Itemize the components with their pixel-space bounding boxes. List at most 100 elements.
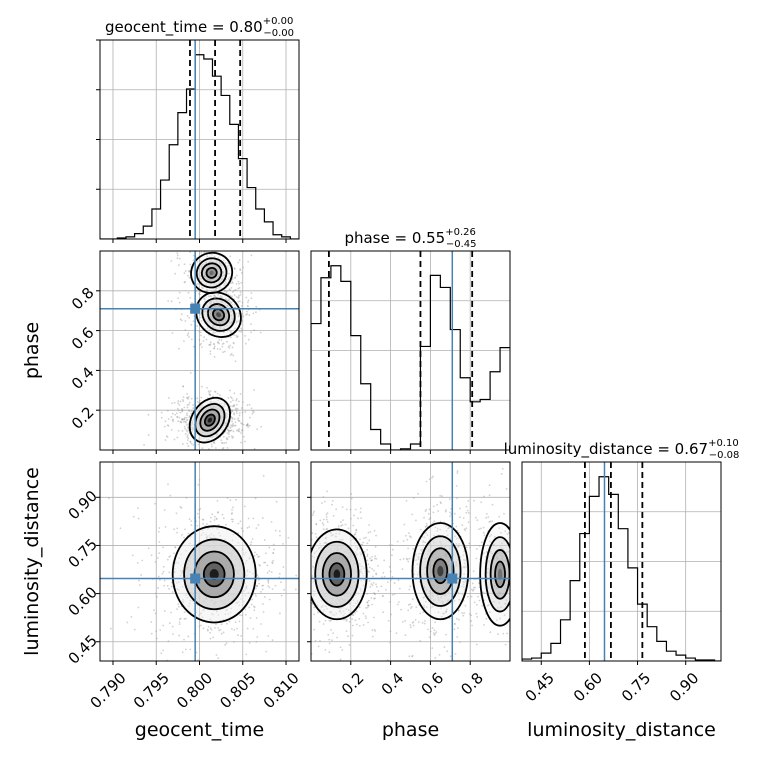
sample-point [511, 556, 513, 558]
sample-point [237, 312, 240, 315]
sample-point [295, 551, 297, 553]
sample-point [515, 612, 517, 614]
sample-point [506, 533, 509, 535]
sample-point [187, 445, 190, 447]
sample-point [187, 437, 190, 440]
sample-point [231, 418, 234, 420]
sample-point [232, 342, 235, 345]
sample-point [482, 531, 485, 534]
sample-point [189, 296, 192, 299]
sample-point [349, 508, 352, 511]
sample-point [362, 624, 365, 626]
sample-point [373, 529, 376, 532]
sample-point [240, 329, 243, 332]
sample-point [107, 497, 110, 500]
sample-point [524, 581, 526, 583]
sample-point [448, 498, 451, 500]
sample-point [228, 620, 231, 623]
sample-point [443, 546, 446, 549]
sample-point [170, 611, 172, 614]
sample-point [274, 584, 277, 587]
sample-point [166, 558, 169, 561]
sample-point [471, 589, 474, 592]
sample-point [250, 407, 253, 410]
sample-point [525, 596, 527, 598]
sample-point [472, 570, 475, 573]
sample-point [219, 394, 221, 397]
sample-point [374, 630, 377, 632]
sample-point [253, 609, 256, 612]
sample-point [216, 347, 219, 350]
sample-point [515, 575, 517, 577]
sample-point [231, 282, 234, 284]
sample-point [178, 623, 181, 626]
sample-point [186, 418, 189, 421]
sample-point [209, 312, 212, 315]
sample-point [244, 342, 247, 345]
sample-point [366, 606, 369, 609]
sample-point [205, 262, 208, 265]
sample-point [416, 573, 419, 576]
sample-point [237, 296, 240, 299]
sample-point [215, 321, 217, 324]
sample-point [231, 512, 233, 514]
sample-point [421, 621, 424, 624]
sample-point [229, 294, 232, 297]
sample-point [242, 266, 245, 269]
sample-point [184, 427, 186, 430]
axis-label-y-luminosity_distance: luminosity_distance [21, 467, 43, 656]
sample-point [184, 270, 187, 272]
sample-point [226, 432, 229, 435]
sample-point [444, 510, 447, 513]
sample-point [232, 399, 234, 402]
sample-point [400, 608, 402, 611]
sample-point [189, 440, 192, 443]
sample-point [246, 423, 249, 426]
sample-point [303, 572, 305, 574]
sample-point [210, 310, 213, 312]
sample-point [185, 648, 187, 651]
sample-point [233, 412, 235, 415]
sample-point [234, 421, 237, 424]
sample-point [169, 555, 172, 557]
sample-point [200, 342, 203, 345]
sample-point [391, 544, 393, 547]
sample-point [226, 290, 228, 293]
sample-point [210, 270, 213, 273]
sample-point [444, 610, 447, 613]
sample-point [453, 512, 456, 515]
sample-point [443, 646, 446, 648]
sample-point [182, 420, 185, 423]
sample-point [396, 540, 399, 543]
sample-point [222, 435, 225, 438]
sample-point [210, 443, 213, 446]
sample-point [177, 264, 180, 266]
sample-point [241, 422, 243, 425]
sample-point [230, 302, 232, 305]
sample-point [212, 324, 214, 326]
sample-point [180, 506, 183, 509]
sample-point [391, 575, 394, 578]
sample-point [476, 615, 479, 618]
sample-point [221, 345, 224, 348]
sample-point [228, 289, 231, 291]
sample-point [467, 499, 470, 502]
title-value: luminosity_distance = 0.67 [504, 440, 708, 459]
sample-point [463, 566, 466, 569]
sample-point [222, 446, 225, 449]
sample-point [485, 516, 488, 519]
sample-point [218, 629, 220, 632]
sample-point [302, 583, 304, 585]
sample-point [262, 603, 264, 605]
sample-point [194, 671, 196, 673]
sample-point [228, 321, 231, 324]
sample-point [519, 524, 521, 526]
sample-point [160, 411, 163, 414]
sample-point [211, 395, 214, 398]
sample-point [209, 350, 212, 353]
sample-point [518, 593, 520, 595]
sample-point [213, 355, 216, 358]
sample-point [407, 609, 410, 612]
sample-point [216, 499, 219, 502]
sample-point [234, 288, 237, 291]
